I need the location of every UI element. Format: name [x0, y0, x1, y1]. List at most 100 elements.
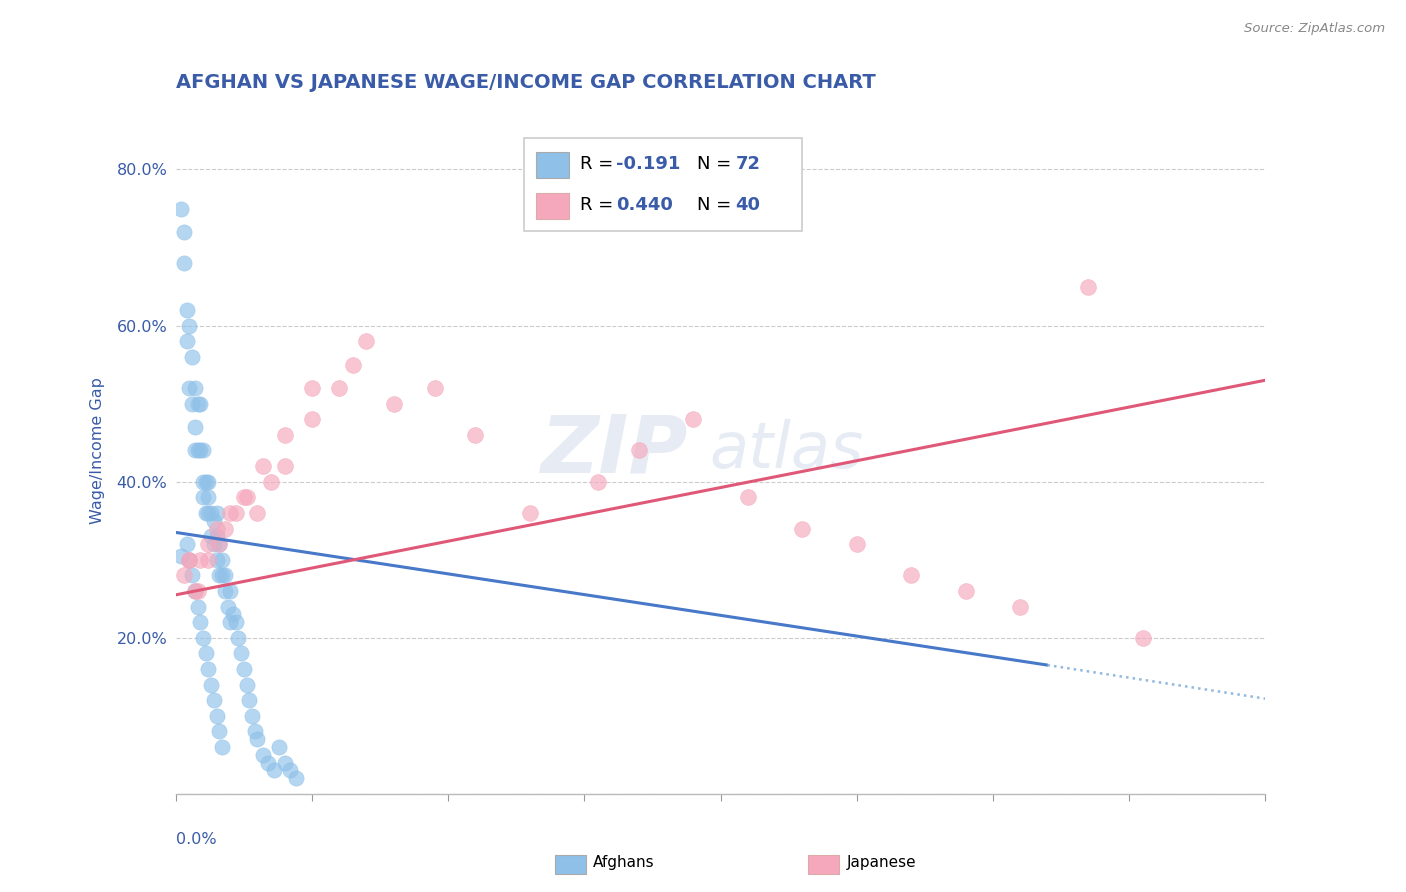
Text: Source: ZipAtlas.com: Source: ZipAtlas.com	[1244, 22, 1385, 36]
Point	[197, 552, 219, 567]
Point	[464, 427, 486, 442]
Point	[184, 583, 207, 598]
Point	[586, 475, 609, 489]
Point	[235, 678, 257, 692]
Point	[197, 537, 219, 551]
Point	[214, 521, 236, 535]
Point	[955, 583, 977, 598]
Point	[184, 420, 207, 434]
Point	[1077, 279, 1099, 293]
Point	[792, 521, 814, 535]
Point	[246, 732, 269, 747]
Text: ZIP: ZIP	[540, 411, 688, 490]
Point	[194, 475, 217, 489]
Point	[274, 756, 297, 770]
Point	[205, 708, 228, 723]
Point	[186, 396, 209, 410]
Point	[235, 490, 257, 504]
Point	[356, 334, 378, 348]
Point	[194, 506, 217, 520]
Point	[301, 412, 323, 426]
Point	[231, 646, 253, 660]
Point	[202, 693, 225, 707]
Point	[217, 599, 239, 614]
Point	[269, 740, 291, 755]
Point	[243, 724, 266, 739]
Point	[181, 350, 204, 364]
Text: 40: 40	[735, 195, 761, 214]
Text: Afghans: Afghans	[593, 855, 655, 870]
Point	[186, 599, 209, 614]
Point	[173, 256, 195, 270]
Point	[232, 490, 254, 504]
Point	[191, 490, 214, 504]
Point	[225, 506, 247, 520]
Point	[214, 583, 236, 598]
Point	[181, 396, 204, 410]
Point	[257, 756, 280, 770]
Point	[197, 490, 219, 504]
Point	[278, 764, 301, 778]
Point	[200, 506, 222, 520]
Point	[208, 724, 231, 739]
Text: R =: R =	[581, 155, 619, 173]
Point	[219, 615, 242, 630]
Point	[176, 334, 198, 348]
Y-axis label: Wage/Income Gap: Wage/Income Gap	[90, 377, 105, 524]
Point	[519, 506, 541, 520]
Point	[252, 458, 274, 473]
Point	[191, 475, 214, 489]
Point	[202, 514, 225, 528]
Point	[188, 552, 211, 567]
Text: Japanese: Japanese	[846, 855, 917, 870]
Point	[246, 506, 269, 520]
Text: N =: N =	[697, 195, 737, 214]
Point	[170, 202, 193, 216]
Point	[184, 381, 207, 395]
Point	[208, 537, 231, 551]
Point	[176, 537, 198, 551]
Point	[225, 615, 247, 630]
Point	[232, 662, 254, 676]
Point	[205, 529, 228, 543]
Point	[191, 443, 214, 458]
Point	[274, 458, 297, 473]
Point	[170, 549, 193, 563]
Point	[238, 693, 260, 707]
Point	[274, 427, 297, 442]
Point	[222, 607, 245, 622]
Point	[184, 583, 207, 598]
Point	[191, 631, 214, 645]
Point	[211, 568, 233, 582]
Point	[214, 568, 236, 582]
Point	[186, 583, 209, 598]
Point	[211, 740, 233, 755]
Point	[252, 747, 274, 762]
Point	[179, 318, 201, 333]
Point	[179, 552, 201, 567]
Point	[284, 771, 307, 786]
Point	[627, 443, 650, 458]
Point	[186, 443, 209, 458]
Point	[188, 443, 211, 458]
Point	[208, 568, 231, 582]
Point	[179, 552, 201, 567]
Point	[205, 521, 228, 535]
Point	[737, 490, 759, 504]
Text: 0.0%: 0.0%	[176, 831, 217, 847]
Point	[1010, 599, 1032, 614]
Point	[184, 443, 207, 458]
Point	[900, 568, 922, 582]
Point	[173, 225, 195, 239]
Point	[240, 708, 263, 723]
Point	[219, 506, 242, 520]
Point	[194, 646, 217, 660]
Text: -0.191: -0.191	[616, 155, 681, 173]
Point	[202, 537, 225, 551]
Point	[197, 662, 219, 676]
Point	[260, 475, 283, 489]
Point	[328, 381, 350, 395]
Point	[179, 381, 201, 395]
Point	[176, 302, 198, 317]
Point	[173, 568, 195, 582]
